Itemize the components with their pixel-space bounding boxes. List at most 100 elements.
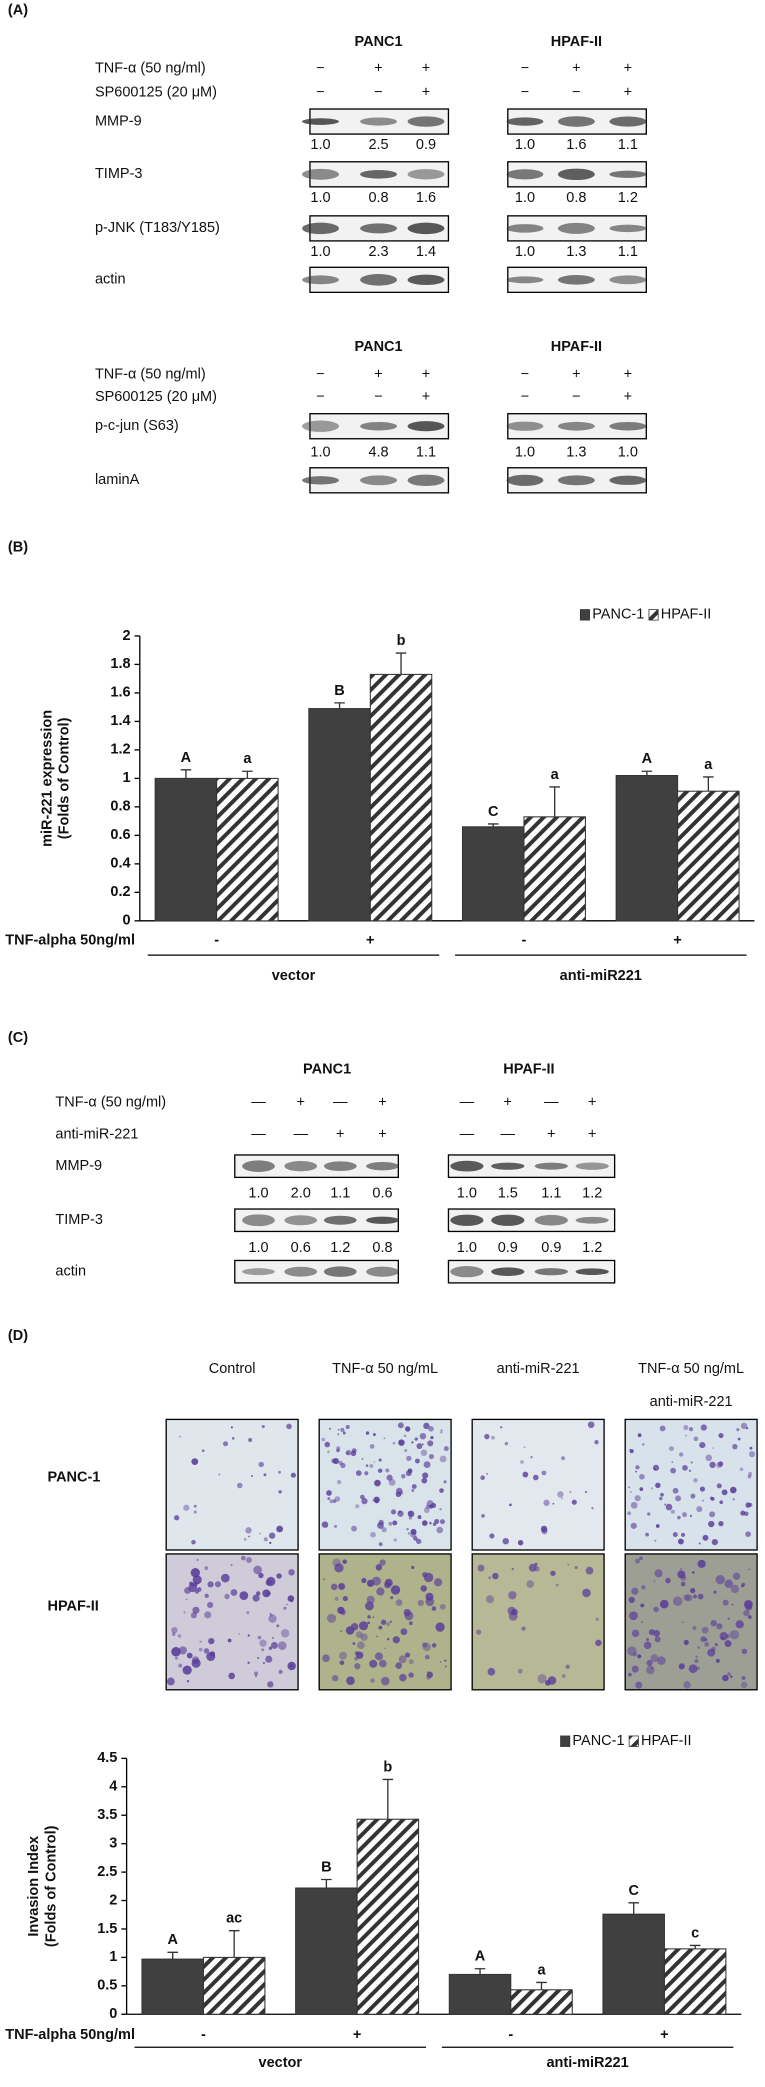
band (450, 1214, 484, 1226)
cell-stain (630, 1522, 637, 1529)
cell-stain (258, 1461, 264, 1468)
bar (602, 1913, 665, 2015)
cell-stain (430, 1435, 434, 1440)
band (534, 1268, 568, 1276)
error-bar (180, 769, 192, 779)
band (506, 276, 544, 284)
treatment-sign: + (624, 367, 632, 383)
cell-stain (641, 1621, 643, 1623)
cell-stain (695, 1655, 698, 1659)
bar (523, 816, 586, 922)
quantification: 2.3 (368, 244, 388, 260)
bar (216, 777, 279, 922)
y-tick-label: 1.5 (97, 1921, 117, 1937)
cell-stain (289, 1664, 293, 1668)
treatment-sign: + (422, 367, 430, 383)
quantification: 1.0 (515, 444, 535, 460)
cell-stain (731, 1603, 734, 1606)
cell-stain (435, 1622, 445, 1632)
significance-letter: C (628, 1883, 639, 1899)
cell-stain (403, 1434, 407, 1438)
cell-stain (681, 1621, 684, 1624)
quantification: 1.1 (618, 244, 638, 260)
significance-letter: B (321, 1859, 331, 1875)
cell-stain (724, 1640, 732, 1647)
band (534, 1214, 568, 1226)
cell-stain (550, 1570, 556, 1576)
cell-stain (711, 1538, 718, 1546)
quantification: 1.3 (566, 444, 586, 460)
cell-stain (369, 1464, 374, 1468)
cell-stain (364, 1601, 374, 1611)
cell-stain (416, 1443, 423, 1450)
cell-stain (541, 1470, 547, 1476)
cell-stain (425, 1592, 434, 1601)
cell-stain (743, 1609, 750, 1617)
treatment-sign: + (374, 367, 382, 383)
cell-stain (509, 1503, 512, 1507)
bar (308, 708, 371, 922)
cell-stain (664, 1503, 667, 1506)
cell-stain (488, 1576, 492, 1580)
error-bar (641, 770, 653, 776)
cell-stain (421, 1520, 428, 1526)
cell-stain (411, 1441, 414, 1444)
cell-stain (640, 1603, 645, 1608)
cell-stain (328, 1427, 332, 1430)
cell-stain (710, 1619, 717, 1627)
cell-stain (259, 1532, 261, 1535)
y-axis-label: (Folds of Control) (43, 1825, 59, 1947)
band (360, 274, 398, 286)
x-tick-label: - (508, 2027, 513, 2043)
cell-stain (390, 1585, 401, 1595)
treatment-sign: − (521, 367, 529, 383)
cell-stain (355, 1504, 360, 1509)
cell-stain (369, 1444, 375, 1449)
x-axis-label: TNF-alpha 50ng/ml (5, 932, 135, 948)
quantification: 0.8 (566, 190, 586, 206)
cell-stain (439, 1603, 446, 1610)
cell-stain (499, 1426, 503, 1429)
cell-stain (630, 1491, 632, 1493)
quantification: 0.6 (291, 1240, 311, 1256)
treatment-sign: − (572, 84, 580, 100)
error-bar (321, 1878, 332, 1889)
cell-stain (263, 1473, 267, 1477)
cell-stain (342, 1595, 348, 1602)
treatment-sign: — (251, 1095, 266, 1111)
band (609, 275, 647, 285)
cell-stain (645, 1532, 649, 1537)
cell-stain (411, 1484, 417, 1489)
quantification: 1.0 (310, 190, 330, 206)
cell-stain (696, 1506, 703, 1513)
cell-stain (253, 1565, 262, 1575)
cell-stain (407, 1510, 415, 1518)
cell-stain (690, 1587, 696, 1594)
treatment-sign: − (316, 84, 324, 100)
cell-stain (407, 1532, 411, 1535)
cell-stain (683, 1594, 690, 1601)
cell-stain (439, 1507, 442, 1511)
quantification: 0.6 (372, 1186, 392, 1202)
cell-stain (404, 1652, 411, 1658)
cell-stain (390, 1509, 397, 1515)
cell-stain (336, 1479, 342, 1485)
cell-stain (399, 1673, 407, 1682)
cell-stain (675, 1495, 682, 1502)
band (407, 474, 445, 486)
row-label: HPAF-II (47, 1599, 98, 1615)
cell-stain (741, 1582, 746, 1587)
legend-swatch (628, 1735, 639, 1747)
cell-stain (276, 1624, 280, 1628)
cell-stain (680, 1574, 687, 1581)
cell-stain (240, 1555, 246, 1561)
cell-stain (517, 1668, 523, 1674)
cell-stain (398, 1655, 407, 1664)
cell-stain (222, 1441, 229, 1447)
blot-label: actin (95, 272, 126, 288)
blot-label: p-JNK (T183/Y185) (95, 220, 220, 236)
cell-line-title: HPAF-II (551, 34, 602, 50)
cell-stain (395, 1599, 403, 1606)
treatment-sign: — (501, 1126, 516, 1142)
quantification: 1.0 (310, 244, 330, 260)
